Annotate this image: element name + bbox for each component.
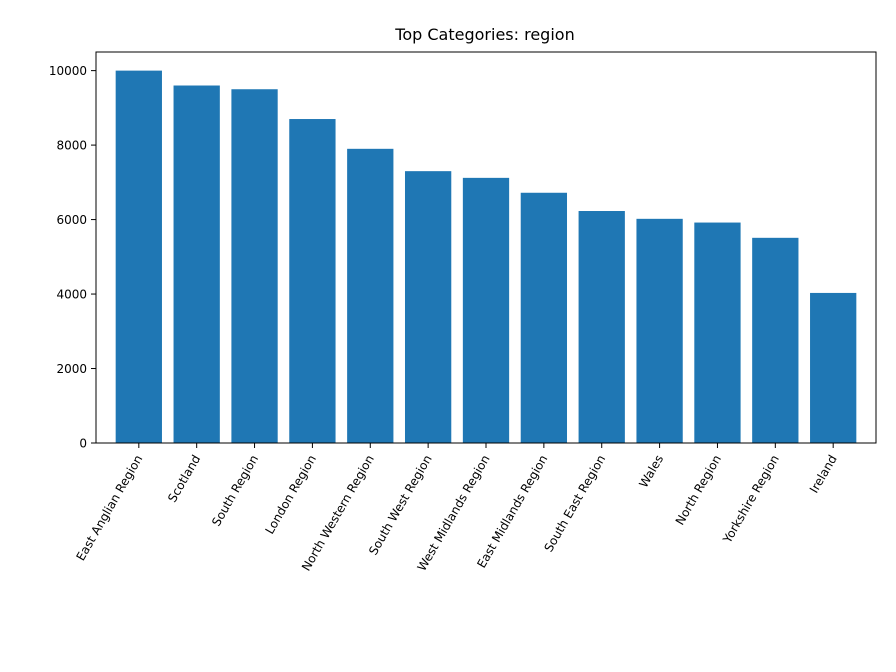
x-tick-label: Ireland bbox=[807, 453, 840, 496]
y-tick-label: 0 bbox=[79, 437, 87, 451]
bar bbox=[636, 218, 683, 443]
bar bbox=[289, 119, 336, 443]
bar bbox=[231, 89, 278, 444]
x-tick-label: South West Region bbox=[366, 452, 435, 557]
bar bbox=[462, 177, 510, 444]
chart-title: Top Categories: region bbox=[394, 25, 574, 44]
bars-group bbox=[115, 70, 857, 444]
bar bbox=[578, 211, 625, 443]
x-tick-label: East Anglian Region bbox=[73, 453, 145, 564]
y-tick-label: 4000 bbox=[56, 288, 87, 302]
x-tick-label: North Region bbox=[673, 453, 724, 528]
bar bbox=[404, 171, 452, 443]
y-tick-label: 2000 bbox=[56, 362, 87, 376]
bar bbox=[347, 148, 394, 443]
bar bbox=[694, 222, 741, 443]
y-axis: 0 2000 4000 6000 8000 10000 bbox=[49, 64, 96, 451]
y-tick-label: 10000 bbox=[49, 64, 87, 78]
x-tick-label: Wales bbox=[636, 453, 666, 491]
x-tick-label: South East Region bbox=[541, 453, 608, 555]
bar bbox=[173, 85, 220, 443]
plot-frame bbox=[95, 51, 877, 444]
x-tick-label: Yorkshire Region bbox=[720, 453, 782, 547]
x-tick-label: Scotland bbox=[165, 453, 203, 505]
y-tick-label: 8000 bbox=[56, 139, 87, 153]
bar bbox=[752, 237, 799, 443]
bar bbox=[520, 192, 568, 443]
bar bbox=[115, 70, 162, 444]
x-tick-label: London Region bbox=[262, 453, 319, 537]
x-tick-label: South Region bbox=[209, 453, 261, 529]
bar bbox=[810, 292, 857, 443]
y-tick-label: 6000 bbox=[56, 213, 87, 227]
x-axis: East Anglian Region Scotland South Region L… bbox=[73, 443, 840, 574]
